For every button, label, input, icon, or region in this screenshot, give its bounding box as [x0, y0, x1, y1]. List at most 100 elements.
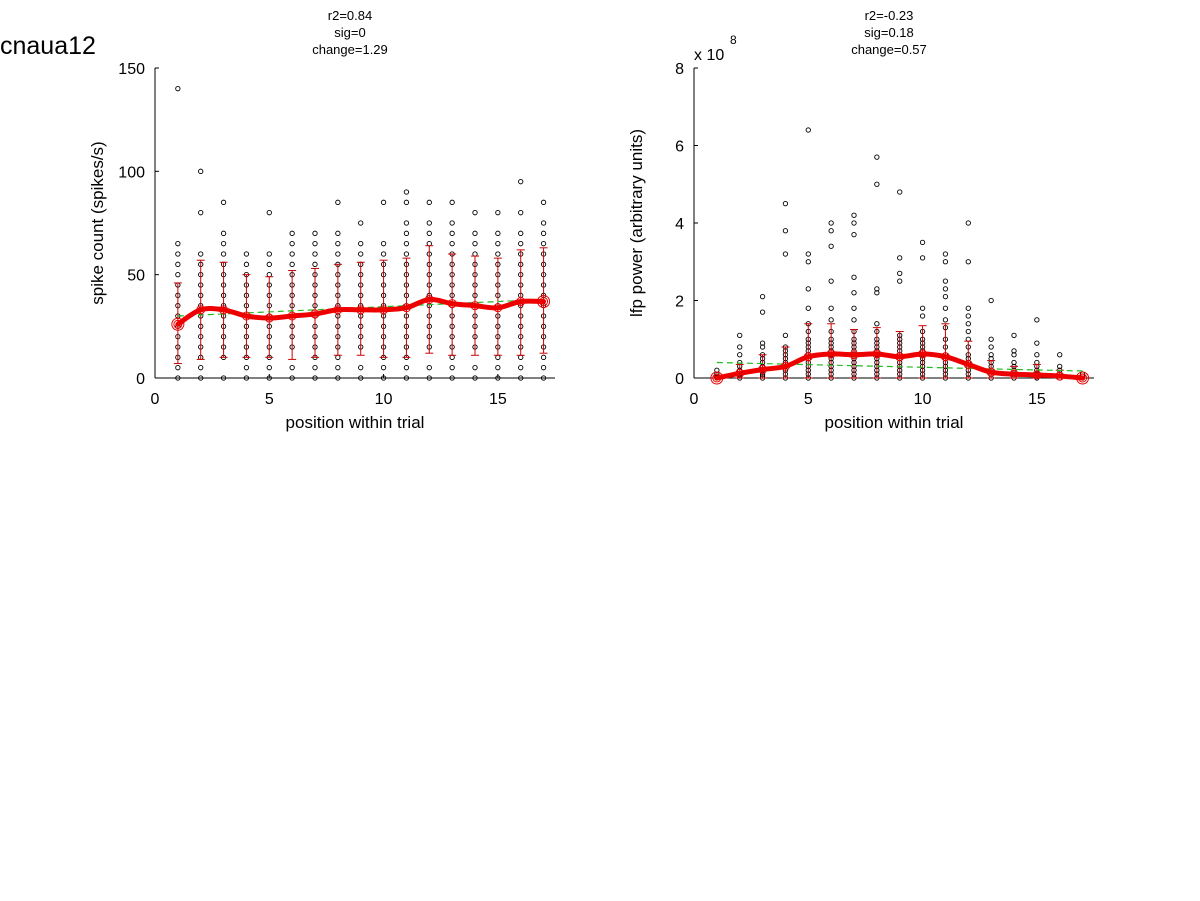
data-point — [358, 220, 364, 226]
data-point — [988, 297, 994, 304]
data-point — [737, 344, 743, 350]
data-point — [449, 230, 455, 236]
data-point — [919, 255, 926, 261]
y-tick-label: 0 — [136, 371, 145, 388]
x-tick-label: 5 — [804, 391, 813, 408]
data-point — [495, 210, 501, 216]
data-point — [874, 321, 880, 327]
data-point — [175, 251, 181, 257]
data-point — [988, 352, 994, 358]
y-axis-label: spike count (spikes/s) — [88, 141, 107, 304]
data-point — [988, 336, 994, 342]
data-point — [380, 365, 387, 371]
data-point — [518, 365, 524, 371]
y-tick-label: 100 — [118, 164, 145, 181]
data-point — [919, 305, 926, 311]
data-point — [472, 365, 478, 371]
data-point — [988, 344, 994, 350]
data-point — [540, 354, 547, 360]
data-point — [782, 251, 789, 257]
data-point — [243, 375, 250, 381]
chart-title-line: r2=-0.23 — [865, 8, 914, 23]
mean-point — [470, 301, 480, 311]
data-point — [942, 278, 949, 284]
data-point — [403, 251, 410, 257]
data-point — [426, 241, 432, 247]
data-point — [805, 259, 811, 265]
mean-point — [986, 367, 996, 377]
mean-point — [826, 349, 836, 359]
y-axis-label: lfp power (arbitrary units) — [627, 129, 646, 317]
chart-title-line: sig=0 — [334, 25, 365, 40]
data-point — [175, 365, 181, 371]
data-point — [358, 241, 364, 247]
data-point — [289, 375, 295, 381]
data-point — [942, 259, 949, 265]
data-point — [472, 230, 478, 236]
data-point — [175, 241, 181, 247]
data-point — [782, 228, 789, 234]
data-point — [243, 261, 250, 267]
data-point — [759, 309, 766, 315]
data-point — [518, 179, 524, 185]
data-point — [805, 127, 811, 133]
data-point — [403, 241, 410, 247]
data-point — [965, 313, 971, 319]
mean-point — [849, 350, 859, 360]
data-point — [851, 305, 857, 311]
data-point — [220, 251, 227, 257]
data-point — [335, 375, 341, 381]
data-point — [1011, 348, 1017, 354]
data-point — [426, 375, 432, 381]
data-point — [942, 317, 949, 323]
data-point — [1057, 363, 1063, 370]
data-point — [449, 241, 455, 247]
data-point — [358, 375, 364, 381]
data-point — [759, 344, 766, 350]
data-point — [198, 365, 204, 371]
data-point — [380, 251, 387, 257]
mean-point — [447, 299, 457, 309]
data-point — [335, 251, 341, 257]
x-tick-label: 10 — [914, 391, 932, 408]
data-point — [874, 181, 880, 187]
chart-title-line: change=1.29 — [312, 42, 388, 57]
y-exponent-power: 8 — [730, 33, 737, 47]
x-axis-label: position within trial — [286, 413, 425, 432]
data-point — [289, 241, 295, 247]
fit-line — [716, 361, 1083, 372]
mean-point — [539, 297, 549, 307]
mean-point — [735, 368, 745, 378]
data-point — [942, 286, 949, 292]
mean-point — [872, 349, 882, 359]
mean-point — [918, 349, 928, 359]
mean-point — [401, 303, 411, 313]
data-point — [403, 230, 410, 236]
data-point — [335, 199, 341, 205]
data-point — [759, 293, 766, 300]
mean-point — [940, 352, 950, 362]
data-point — [198, 375, 204, 381]
data-point — [518, 375, 524, 381]
x-tick-label: 10 — [375, 391, 393, 408]
data-point — [175, 261, 181, 267]
data-point — [198, 210, 204, 216]
data-point — [965, 321, 971, 327]
data-point — [266, 375, 272, 381]
data-point — [942, 305, 949, 311]
data-point — [897, 278, 903, 284]
data-point — [426, 365, 432, 371]
end-marker — [710, 371, 724, 385]
data-point — [312, 365, 318, 371]
data-point — [874, 154, 880, 160]
mean-point — [264, 313, 274, 323]
y-tick-label: 50 — [127, 268, 145, 285]
data-point — [1034, 352, 1040, 358]
data-point — [828, 305, 834, 311]
data-point — [335, 354, 341, 360]
mean-point — [1032, 370, 1042, 380]
mean-point — [493, 303, 503, 313]
data-point — [266, 251, 272, 257]
data-point — [403, 189, 410, 195]
